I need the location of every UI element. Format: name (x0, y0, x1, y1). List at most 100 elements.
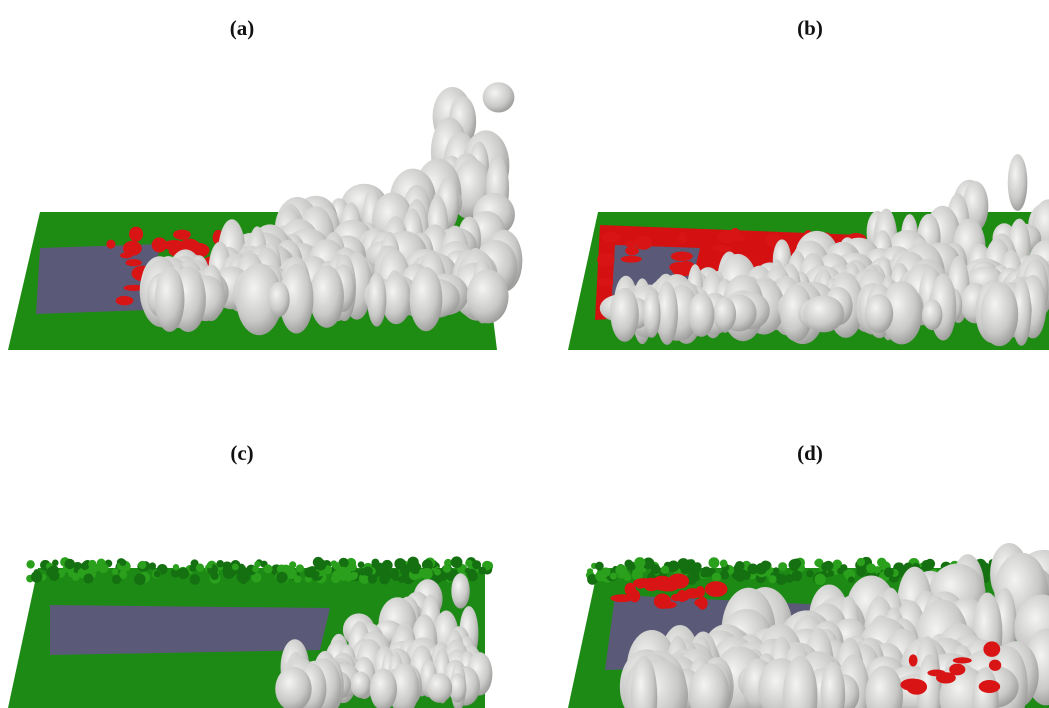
blob (173, 230, 191, 240)
blob (451, 573, 469, 608)
blob (857, 558, 865, 566)
blob (134, 574, 146, 586)
blob (595, 571, 606, 582)
blob (138, 561, 146, 569)
blob (685, 563, 693, 571)
blob (705, 581, 728, 597)
blob (823, 561, 833, 571)
blob (407, 557, 418, 568)
blob (367, 272, 386, 326)
blob (610, 594, 634, 602)
blob (587, 568, 593, 574)
blob (735, 561, 745, 571)
blob (866, 563, 876, 573)
blob (688, 293, 714, 337)
blob (597, 252, 614, 266)
blob (720, 571, 729, 580)
blob (756, 563, 768, 575)
blob (953, 657, 972, 663)
blob (252, 566, 259, 573)
blob (119, 559, 126, 566)
blob (81, 562, 89, 570)
blob (379, 567, 390, 578)
blob (276, 572, 287, 583)
blob (88, 560, 96, 568)
blob (332, 570, 343, 581)
blob (467, 269, 509, 323)
blob (155, 267, 185, 332)
blob (443, 565, 451, 573)
blob (684, 588, 701, 598)
blob (598, 278, 614, 286)
blob (625, 246, 639, 255)
blob (720, 560, 728, 568)
blob (410, 267, 443, 331)
blob (358, 561, 365, 568)
blob (296, 564, 304, 572)
blob (909, 654, 918, 666)
blob (330, 560, 337, 567)
blob (173, 564, 179, 570)
blob (313, 571, 319, 577)
blob (49, 565, 58, 574)
blob (657, 601, 677, 609)
blob (125, 259, 141, 266)
blob (451, 556, 463, 568)
blob (768, 575, 776, 583)
blob (615, 565, 627, 577)
blob (348, 563, 357, 572)
blob (621, 256, 642, 263)
blob (154, 570, 161, 577)
blob (650, 564, 660, 574)
blob (351, 672, 371, 698)
blob (661, 566, 669, 574)
blob (803, 295, 844, 332)
blob (264, 564, 273, 573)
panel-label: (c) (222, 441, 262, 466)
blob (989, 660, 1001, 671)
blob (671, 251, 693, 261)
blob (922, 299, 942, 330)
blob (83, 573, 93, 583)
panel-label: (b) (790, 16, 830, 41)
blob (483, 82, 515, 112)
blob (426, 673, 452, 703)
blob (216, 560, 223, 567)
blob (827, 570, 834, 577)
blob (310, 265, 344, 328)
blob (472, 560, 481, 569)
blob (635, 236, 653, 250)
blob (837, 568, 844, 575)
blob (602, 232, 621, 242)
blob (713, 297, 736, 331)
blob (232, 564, 239, 571)
blob (806, 570, 814, 578)
blob (207, 562, 213, 568)
blob (239, 575, 248, 584)
blob (709, 557, 720, 568)
blob (634, 557, 645, 568)
blob (106, 240, 115, 249)
blob (466, 569, 476, 579)
blob (906, 679, 927, 695)
blob (712, 245, 732, 252)
figure: (a) (b) (c) (d) (0, 0, 1049, 708)
blob (116, 296, 134, 305)
blob (368, 574, 377, 583)
renderings (0, 0, 1049, 708)
blob (922, 560, 931, 569)
blob (712, 572, 722, 582)
blob (678, 232, 687, 244)
blob (178, 568, 189, 579)
blob (610, 573, 617, 580)
blob (419, 569, 425, 575)
blob (196, 564, 204, 572)
blob (848, 576, 854, 582)
blob (129, 227, 143, 242)
blob (701, 566, 711, 576)
blob (389, 569, 399, 579)
blob (778, 562, 787, 571)
blob (112, 568, 119, 575)
blob (981, 282, 1019, 346)
blob (268, 282, 289, 317)
